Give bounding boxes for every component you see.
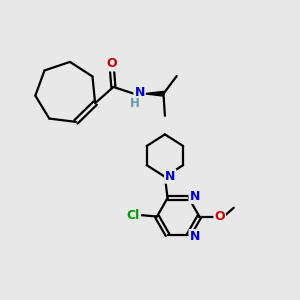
Polygon shape: [144, 92, 164, 96]
Text: N: N: [134, 86, 145, 99]
Text: N: N: [165, 170, 175, 183]
Text: N: N: [190, 230, 200, 243]
Text: Cl: Cl: [127, 208, 140, 221]
Text: O: O: [214, 210, 225, 223]
Text: O: O: [106, 58, 117, 70]
Text: N: N: [190, 190, 200, 203]
Text: H: H: [130, 97, 140, 110]
